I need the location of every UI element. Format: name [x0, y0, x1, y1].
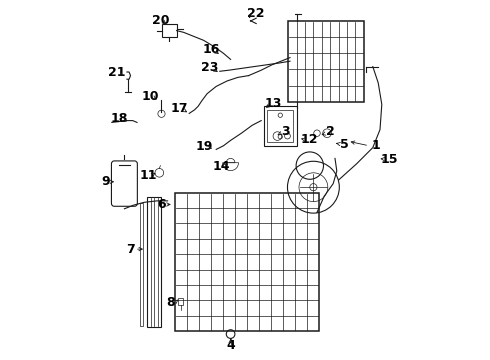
- Text: 23: 23: [201, 61, 219, 74]
- Text: 5: 5: [340, 138, 348, 150]
- Bar: [264, 106, 297, 146]
- Text: 6: 6: [157, 198, 166, 211]
- Bar: [140, 203, 144, 326]
- Text: 12: 12: [300, 133, 318, 146]
- Bar: [178, 298, 183, 305]
- Text: 19: 19: [196, 140, 213, 153]
- Text: 3: 3: [281, 125, 290, 138]
- Text: 14: 14: [212, 160, 230, 173]
- Bar: [288, 21, 364, 102]
- Text: 18: 18: [111, 112, 128, 125]
- Text: 4: 4: [226, 339, 235, 352]
- Text: 2: 2: [326, 125, 335, 138]
- Text: 1: 1: [372, 139, 381, 152]
- Bar: [175, 193, 319, 331]
- Text: 17: 17: [171, 102, 188, 115]
- Text: 13: 13: [265, 97, 282, 110]
- Text: 10: 10: [142, 90, 159, 103]
- Bar: [147, 197, 162, 327]
- Text: 22: 22: [247, 7, 265, 20]
- Text: 8: 8: [167, 296, 175, 309]
- Bar: [162, 24, 176, 37]
- Text: 9: 9: [101, 175, 110, 188]
- Text: 21: 21: [108, 66, 126, 79]
- Text: 11: 11: [140, 169, 157, 182]
- Text: 20: 20: [151, 14, 169, 27]
- Text: 7: 7: [126, 243, 135, 256]
- Bar: [268, 110, 293, 142]
- Text: 16: 16: [202, 43, 220, 56]
- Text: 15: 15: [380, 153, 398, 166]
